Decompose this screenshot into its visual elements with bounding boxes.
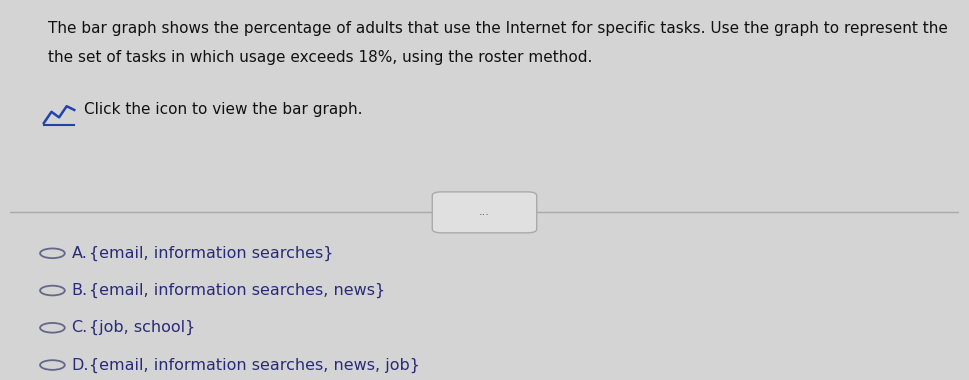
Text: The bar graph shows the percentage of adults that use the Internet for specific : The bar graph shows the percentage of ad… [47, 21, 948, 36]
Text: {email, information searches, news}: {email, information searches, news} [88, 283, 385, 298]
Text: A.: A. [72, 246, 87, 261]
Text: {email, information searches}: {email, information searches} [88, 246, 333, 261]
Text: the set of tasks in which usage exceeds 18%, using the roster method.: the set of tasks in which usage exceeds … [47, 51, 592, 65]
Text: {job, school}: {job, school} [88, 320, 195, 336]
FancyBboxPatch shape [432, 192, 537, 233]
Text: B.: B. [72, 283, 87, 298]
Text: D.: D. [72, 358, 89, 372]
Text: C.: C. [72, 320, 87, 335]
Text: ...: ... [479, 207, 490, 217]
Text: {email, information searches, news, job}: {email, information searches, news, job} [88, 358, 420, 373]
Text: Click the icon to view the bar graph.: Click the icon to view the bar graph. [83, 103, 362, 117]
